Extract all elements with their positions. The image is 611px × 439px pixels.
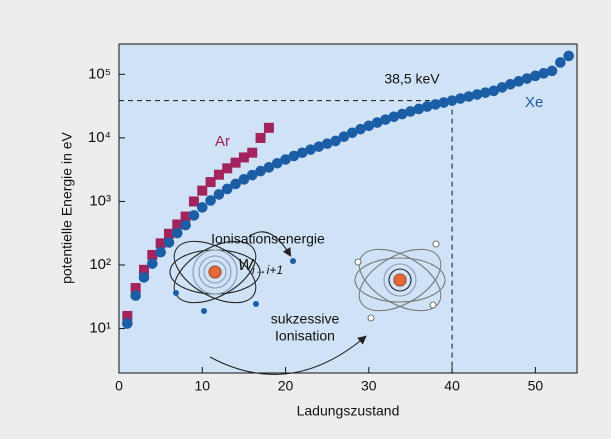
point: [496, 82, 508, 93]
point: [155, 246, 166, 258]
point: [271, 157, 283, 169]
point: [338, 131, 350, 142]
point: [263, 162, 275, 173]
point: [455, 93, 466, 104]
x-tick-label: 30: [361, 378, 377, 394]
point: [530, 70, 541, 82]
x-tick-label: 40: [444, 378, 460, 394]
point: [255, 165, 266, 177]
point: [130, 283, 141, 294]
point: [163, 237, 175, 248]
point: [346, 127, 358, 139]
point: [122, 310, 133, 321]
annotation: sukzessive: [271, 311, 340, 327]
point: [155, 238, 166, 249]
point: [263, 122, 274, 133]
point: [188, 210, 200, 221]
point: [213, 169, 224, 180]
point: [147, 258, 158, 269]
point: [188, 196, 199, 207]
x-tick-label: 0: [115, 378, 123, 394]
point: [488, 85, 500, 97]
annotation: 38,5 keV: [384, 71, 440, 87]
point: [321, 138, 333, 150]
y-axis-label: potentielle Energie in eV: [59, 131, 75, 283]
y-tick-label: 10⁴: [88, 129, 111, 146]
point: [230, 157, 241, 168]
point: [313, 141, 325, 152]
plot-area: [118, 43, 578, 374]
point: [355, 123, 366, 135]
point: [122, 318, 133, 329]
atom-illustration: [169, 231, 446, 375]
point: [163, 228, 174, 239]
point: [396, 108, 408, 120]
x-tick-label: 50: [528, 378, 544, 394]
point: [413, 103, 425, 115]
point: [255, 132, 266, 143]
point: [388, 111, 400, 123]
point: [546, 65, 558, 77]
point: [238, 152, 249, 163]
point: [505, 78, 516, 90]
point: [197, 185, 208, 196]
point: [480, 87, 491, 98]
point: [138, 264, 149, 275]
x-tick-label: 20: [278, 378, 294, 394]
annotation: W: [238, 257, 255, 274]
point: [205, 177, 216, 188]
point: [147, 249, 158, 260]
point: [180, 211, 191, 222]
y-tick-label: 10¹: [89, 320, 111, 337]
annotation: i→i+1: [252, 263, 283, 277]
point: [521, 73, 533, 84]
point: [172, 219, 183, 230]
point: [280, 154, 291, 165]
point: [246, 169, 258, 181]
point: [213, 189, 225, 200]
point: [296, 147, 308, 159]
annotation: Ionisationsenergie: [211, 231, 325, 247]
point: [130, 290, 141, 301]
series-label: Xe: [525, 94, 543, 111]
point: [180, 219, 191, 231]
point: [238, 174, 250, 185]
point: [438, 97, 450, 108]
point: [380, 114, 391, 125]
point: [230, 178, 241, 190]
point: [138, 272, 150, 283]
point: [305, 144, 316, 155]
series-label: Ar: [215, 133, 230, 150]
point: [221, 183, 233, 195]
point: [205, 195, 216, 206]
point: [538, 68, 549, 79]
point: [196, 202, 208, 213]
point: [288, 150, 300, 162]
y-tick-label: 10²: [89, 256, 111, 273]
point: [363, 120, 375, 132]
annotation: Ionisation: [275, 328, 335, 344]
point: [222, 163, 233, 174]
point: [405, 106, 416, 117]
point: [247, 147, 258, 158]
y-tick-label: 10⁵: [88, 65, 111, 82]
point: [563, 50, 574, 62]
point: [471, 89, 483, 100]
x-tick-label: 10: [194, 378, 210, 394]
point: [463, 91, 475, 102]
point: [555, 57, 566, 68]
point: [330, 135, 341, 147]
point: [171, 227, 183, 239]
x-axis-label: Ladungszustand: [297, 403, 400, 419]
point: [446, 95, 458, 106]
y-tick-label: 10³: [89, 192, 111, 209]
point: [421, 101, 433, 112]
point: [430, 99, 441, 110]
point: [371, 117, 383, 128]
point: [513, 76, 525, 87]
